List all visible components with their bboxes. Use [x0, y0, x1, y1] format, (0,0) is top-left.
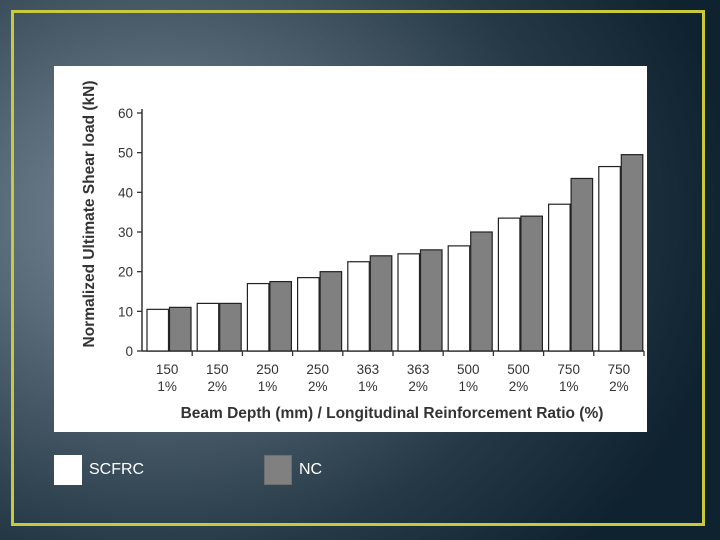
bar-nc-250-1pct — [269, 280, 292, 352]
bar-nc-500-2pct — [520, 215, 543, 352]
bar-scfrc-750-1pct — [548, 203, 571, 352]
legend-swatch-nc — [264, 455, 292, 485]
x-tick-label-ratio: 1% — [358, 379, 378, 394]
x-tick-label-depth: 500 — [457, 362, 480, 377]
bar-scfrc-150-1pct — [146, 308, 170, 352]
bar-nc-150-2pct — [219, 302, 242, 352]
bar-nc-500-1pct — [470, 231, 493, 352]
bars — [146, 154, 644, 352]
x-axis-title: Beam Depth (mm) / Longitudinal Reinforce… — [181, 405, 604, 422]
x-tick-label-ratio: 2% — [308, 379, 328, 394]
y-tick-label: 40 — [118, 185, 133, 200]
x-tick-label-depth: 500 — [507, 362, 530, 377]
x-tick-label-depth: 750 — [608, 362, 631, 377]
y-tick-label: 0 — [125, 344, 133, 359]
bar-scfrc-500-2pct — [497, 217, 521, 352]
x-tick-label-ratio: 2% — [208, 379, 228, 394]
bar-nc-150-1pct — [168, 306, 192, 352]
bar-scfrc-150-2pct — [196, 302, 220, 352]
y-tick-label: 30 — [118, 225, 133, 240]
bar-scfrc-750-2pct — [598, 165, 621, 352]
x-tick-label-ratio: 2% — [509, 379, 529, 394]
legend-label-scfrc: SCFRC — [89, 461, 145, 478]
x-axis: 150 1% 150 2% 250 1% 250 2% 363 1% 363 2% 500 1% 500 2%… — [142, 350, 645, 394]
bar-scfrc-500-1pct — [447, 245, 471, 352]
x-tick-label-ratio: 1% — [258, 379, 278, 394]
x-tick-label-ratio: 2% — [408, 379, 428, 394]
y-axis: 0 10 20 30 40 50 60 — [118, 106, 143, 359]
x-tick-label-depth: 150 — [206, 362, 229, 377]
bar-scfrc-363-2pct — [397, 253, 421, 352]
y-tick-label: 50 — [118, 146, 133, 161]
x-tick-label-ratio: 2% — [609, 379, 629, 394]
y-axis-title: Normalized Ultimate Shear load (kN) — [81, 80, 98, 347]
x-tick-label-depth: 750 — [557, 362, 580, 377]
legend-swatch-scfrc — [54, 455, 82, 485]
bar-nc-750-1pct — [570, 177, 594, 352]
bar-nc-363-2pct — [419, 249, 443, 352]
y-tick-label: 60 — [118, 106, 133, 121]
x-tick-label-depth: 250 — [306, 362, 329, 377]
bar-chart: 0 10 20 30 40 50 60 150 1% 150 2% 250 1% 250 2% 363 1% 3… — [81, 80, 645, 422]
chart-panel: 0 10 20 30 40 50 60 150 1% 150 2% 250 1% 250 2% 363 1% 3… — [54, 66, 647, 432]
y-tick-label: 20 — [118, 265, 133, 280]
slide-frame — [11, 10, 705, 526]
bar-scfrc-363-1pct — [347, 261, 370, 352]
x-tick-label-depth: 150 — [156, 362, 179, 377]
x-tick-label-ratio: 1% — [157, 379, 177, 394]
legend-item-scfrc: SCFRC — [54, 455, 144, 485]
bar-nc-250-2pct — [319, 271, 343, 352]
legend-item-nc: NC — [264, 455, 322, 485]
x-tick-label-depth: 363 — [407, 362, 430, 377]
bar-scfrc-250-1pct — [246, 282, 270, 352]
bar-scfrc-250-2pct — [297, 277, 320, 352]
legend-label-nc: NC — [299, 461, 323, 478]
bar-nc-750-2pct — [620, 154, 644, 352]
x-tick-label-ratio: 1% — [559, 379, 579, 394]
y-tick-label: 10 — [118, 304, 133, 319]
x-tick-label-depth: 363 — [357, 362, 380, 377]
x-tick-label-ratio: 1% — [459, 379, 479, 394]
bar-nc-363-1pct — [369, 255, 393, 352]
x-tick-label-depth: 250 — [256, 362, 279, 377]
